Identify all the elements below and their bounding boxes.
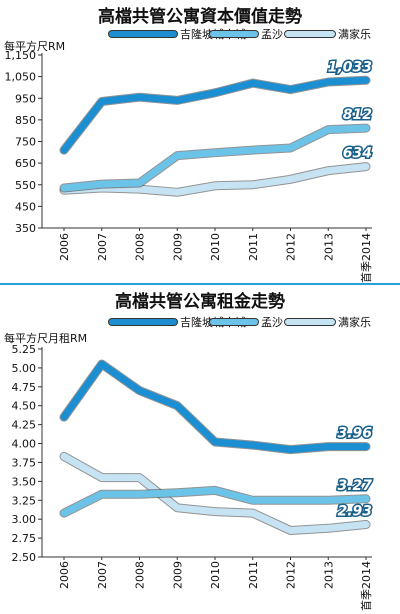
y-tick-label: 5.00 [12,362,37,375]
y-tick-label: 650 [15,157,36,170]
series-line [60,163,370,196]
series-line [60,76,370,154]
rental-chart: 高檔共管公寓租金走勢吉隆坡城中城孟沙满家乐每平方尺月租RM5.255.004.7… [4,291,374,611]
y-tick-label: 550 [15,179,36,192]
y-tick-label: 350 [15,222,36,235]
legend-label: 满家乐 [338,315,371,329]
legend-label: 孟沙 [261,316,283,329]
x-tick-label: 2007 [96,233,109,261]
x-tick-label: 2013 [322,233,335,261]
x-tick-label: 2009 [171,561,184,589]
y-axis-label: 每平方尺月租RM [4,331,87,345]
legend-label: 满家乐 [338,27,371,41]
chart-title: 高檔共管公寓租金走勢 [115,291,285,312]
y-tick-label: 2.75 [12,532,37,545]
x-tick-label: 2012 [285,561,298,589]
y-tick-label: 3.00 [12,513,37,526]
y-tick-label: 1,150 [5,49,37,62]
x-tick-label: 2011 [247,233,260,261]
chart-title: 高檔共管公寓資本價值走勢 [98,6,302,27]
end-value-label: 812 [343,107,372,123]
y-tick-label: 950 [15,92,36,105]
x-tick-label: 2013 [322,561,335,589]
y-tick-label: 450 [15,200,36,213]
x-tick-label: 2008 [134,233,147,261]
x-tick-label: 2006 [58,233,71,261]
y-tick-label: 4.75 [12,381,37,394]
y-tick-label: 750 [15,136,36,149]
capital-value-chart: 高檔共管公寓資本價值走勢吉隆坡城中城孟沙满家乐每平方尺RM1,1501,0509… [4,6,374,283]
y-tick-label: 4.00 [12,438,37,451]
end-value-label: 1,033 [328,59,372,75]
y-tick-label: 3.75 [12,456,37,469]
x-tick-label: 首季2014 [359,561,373,611]
y-tick-label: 1,050 [5,71,37,84]
x-tick-label: 2009 [171,233,184,261]
y-axis-label: 每平方尺RM [4,39,65,53]
y-tick-label: 4.50 [12,400,37,413]
chart-divider [0,283,400,285]
x-tick-label: 2012 [285,233,298,261]
series-line-outline [59,359,371,455]
series-line [60,124,370,192]
y-tick-label: 4.25 [12,419,37,432]
end-value-label: 634 [343,146,372,162]
x-tick-label: 2008 [134,561,147,589]
x-tick-label: 首季2014 [359,233,373,283]
y-tick-label: 850 [15,114,36,127]
y-tick-label: 3.25 [12,494,37,507]
x-tick-label: 2011 [247,561,260,589]
y-tick-label: 2.50 [12,551,37,564]
x-tick-label: 2010 [209,561,222,589]
x-tick-label: 2007 [96,561,109,589]
y-tick-label: 3.50 [12,475,37,488]
x-tick-label: 2010 [209,233,222,261]
legend-label: 孟沙 [261,28,283,41]
y-tick-label: 5.25 [12,343,37,356]
end-value-label: 2.93 [337,503,372,519]
series-line [60,452,370,534]
series-line [60,486,370,517]
series-line [60,360,370,454]
x-tick-label: 2006 [58,561,71,589]
end-value-label: 3.27 [337,478,372,494]
end-value-label: 3.96 [337,426,372,442]
